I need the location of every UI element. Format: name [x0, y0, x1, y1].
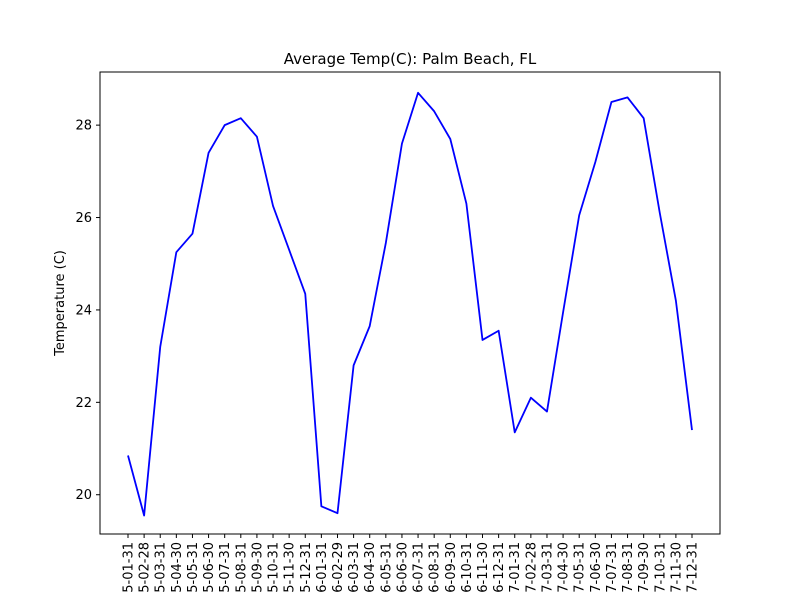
- x-tick-label: 7-05-31: [573, 542, 588, 593]
- y-tick-label: 26: [75, 211, 92, 226]
- x-tick-label: 6-07-31: [412, 542, 427, 593]
- x-axis: 5-01-31 5-02-28 5-03-31 5-04-30 5-05-31 5-06-…: [122, 534, 701, 593]
- plot-area: [100, 72, 720, 534]
- x-tick-label: 7-08-31: [621, 542, 636, 593]
- chart-title: Average Temp(C): Palm Beach, FL: [284, 50, 537, 68]
- y-axis-label: Temperature (C): [53, 250, 68, 357]
- x-tick-label: 5-01-31: [122, 542, 137, 593]
- x-tick-label: 6-03-31: [347, 542, 362, 593]
- x-tick-label: 5-11-30: [283, 542, 298, 593]
- x-tick-label: 6-05-31: [379, 542, 394, 593]
- x-tick-label: 6-12-31: [492, 542, 507, 593]
- x-tick-label: 7-07-31: [605, 542, 620, 593]
- x-tick-label: 7-04-30: [557, 542, 572, 593]
- x-tick-label: 5-02-28: [138, 542, 153, 593]
- plot-frame: [99, 71, 721, 535]
- x-tick-label: 5-09-30: [250, 542, 265, 593]
- x-tick-label: 6-10-31: [460, 542, 475, 593]
- x-tick-label: 7-01-31: [508, 542, 523, 593]
- x-tick-label: 5-04-30: [170, 542, 185, 593]
- x-tick-label: 5-08-31: [234, 542, 249, 593]
- x-tick-label: 6-02-29: [331, 542, 346, 593]
- x-tick-label: 6-04-30: [363, 542, 378, 593]
- x-tick-label: 7-03-31: [540, 542, 555, 593]
- x-tick-label: 5-05-31: [186, 542, 201, 593]
- x-tick-label: 5-12-31: [299, 542, 314, 593]
- x-tick-label: 5-10-31: [267, 542, 282, 593]
- x-tick-label: 7-10-31: [653, 542, 668, 593]
- x-tick-label: 5-03-31: [154, 542, 169, 593]
- x-tick-label: 6-08-31: [428, 542, 443, 593]
- x-tick-label: 5-06-30: [202, 542, 217, 593]
- x-tick-label: 5-07-31: [218, 542, 233, 593]
- y-tick-label: 28: [75, 119, 92, 134]
- x-tick-label: 7-11-30: [669, 542, 684, 593]
- x-tick-label: 6-06-30: [395, 542, 410, 593]
- y-tick-label: 22: [75, 396, 92, 411]
- temperature-line: [127, 91, 693, 517]
- x-tick-label: 7-12-31: [686, 542, 701, 593]
- y-axis: 20 22 24 26 28: [75, 119, 100, 503]
- y-tick-label: 24: [75, 303, 92, 318]
- y-tick-label: 20: [75, 488, 92, 503]
- series-layer: [127, 91, 693, 517]
- x-tick-label: 7-09-30: [637, 542, 652, 593]
- x-tick-label: 6-11-30: [476, 542, 491, 593]
- x-tick-label: 6-09-30: [444, 542, 459, 593]
- x-tick-label: 7-02-28: [524, 542, 539, 593]
- x-tick-label: 7-06-30: [589, 542, 604, 593]
- x-tick-label: 6-01-31: [315, 542, 330, 593]
